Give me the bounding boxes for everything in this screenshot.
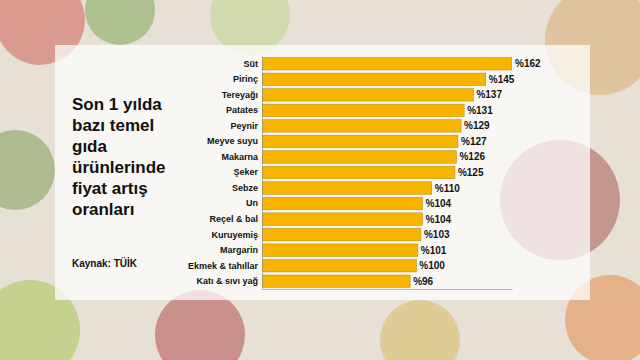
bar (262, 213, 422, 225)
data-label: %104 (425, 214, 451, 225)
y-tick-label: Un (246, 198, 258, 208)
title: Son 1 yılda bazı temel gıda ürünlerinde fiya… (72, 95, 166, 219)
bar (262, 135, 458, 147)
bar (262, 197, 422, 209)
data-label: %100 (419, 260, 445, 271)
bar (262, 259, 416, 271)
y-tick: Kuruyemiş (211, 230, 258, 240)
y-tick-label: Tereyağı (222, 90, 258, 100)
title-line: bazı temel (72, 116, 154, 135)
background-shape (380, 300, 460, 360)
bar (262, 73, 486, 85)
y-tick: Un (246, 198, 258, 208)
y-tick-label: Süt (244, 59, 259, 69)
y-tick-label: Makarna (221, 152, 259, 162)
y-tick-label: Reçel & bal (209, 214, 258, 224)
y-tick: Katı & sıvı yağ (196, 276, 258, 286)
background-shape (85, 0, 155, 45)
y-tick: Reçel & bal (209, 214, 258, 224)
y-axis: Süt Pirinç Tereyağı Patates Peynir Meyve suyu… (188, 57, 263, 290)
bar (262, 275, 410, 287)
bar (262, 151, 456, 163)
bar (262, 182, 432, 194)
background-fill (0, 0, 640, 360)
y-tick-label: Margarin (220, 245, 258, 255)
bar (262, 104, 464, 116)
y-tick-label: Meyve suyu (207, 136, 258, 146)
title-line: Son 1 yılda (72, 95, 162, 114)
title-line: ürünlerinde (72, 158, 166, 177)
data-label: %96 (413, 276, 433, 287)
data-label: %101 (421, 245, 447, 256)
y-tick-label: Katı & sıvı yağ (196, 276, 258, 286)
y-axis-line (262, 57, 263, 290)
data-label: %162 (515, 58, 541, 69)
chart: Son 1 yılda bazı temel gıda ürünlerinde fiya… (0, 0, 640, 360)
data-label: %137 (476, 89, 502, 100)
y-tick: Meyve suyu (207, 136, 258, 146)
y-tick: Peynir (230, 121, 258, 131)
data-label: %125 (458, 167, 484, 178)
y-tick-label: Patates (226, 105, 258, 115)
y-tick-label: Kuruyemiş (211, 230, 258, 240)
data-label: %104 (425, 198, 451, 209)
data-label: %103 (424, 229, 450, 240)
y-tick: Pirinç (233, 74, 258, 84)
y-tick: Makarna (221, 152, 259, 162)
background-shape (0, 130, 55, 210)
x-axis (263, 289, 513, 290)
y-tick: Tereyağı (222, 90, 258, 100)
background (0, 0, 640, 360)
y-tick: Şeker (233, 167, 258, 177)
y-tick-label: Pirinç (233, 74, 258, 84)
y-tick: Süt (244, 59, 259, 69)
data-label: %126 (459, 151, 485, 162)
data-label: %129 (464, 120, 490, 131)
title-line: fiyat artış (72, 179, 148, 198)
bars (262, 58, 512, 288)
y-tick-label: Sebze (232, 183, 258, 193)
bar (262, 58, 512, 70)
data-label: %110 (435, 183, 460, 194)
y-tick: Patates (226, 105, 258, 115)
bar (262, 166, 455, 178)
title-line: gıda (72, 137, 107, 156)
bar (262, 244, 418, 256)
title-line: oranları (72, 200, 134, 219)
data-labels: %162%145 %137 %131 %129 %127 %126 %125 %110 %104… (413, 58, 541, 286)
background-panel (55, 45, 590, 300)
bar (262, 89, 473, 101)
source: Kaynak: TÜİK (72, 257, 138, 269)
y-tick-label: Ekmek & tahıllar (188, 261, 259, 271)
data-label: %145 (489, 74, 515, 85)
y-tick: Margarin (220, 245, 258, 255)
bar (262, 228, 421, 240)
bar (262, 120, 461, 132)
y-tick-label: Peynir (230, 121, 258, 131)
y-tick-label: Şeker (233, 167, 258, 177)
background-shape (155, 290, 245, 360)
x-axis-line (263, 289, 513, 290)
data-label: %131 (467, 105, 493, 116)
data-label: %127 (461, 136, 487, 147)
y-tick: Sebze (232, 183, 258, 193)
y-tick: Ekmek & tahıllar (188, 261, 259, 271)
